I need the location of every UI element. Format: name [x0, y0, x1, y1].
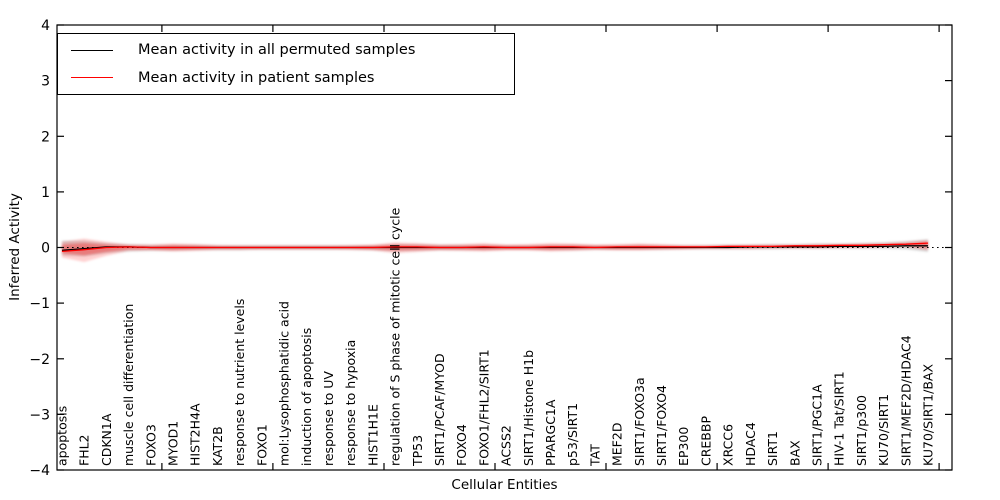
x-category-label: SIRT1/p300	[854, 395, 869, 466]
y-axis-label: Inferred Activity	[7, 193, 23, 301]
x-category-label: XRCC6	[721, 424, 736, 466]
x-category-label: induction of apoptosis	[299, 328, 314, 466]
x-category-label: TP53	[410, 435, 425, 467]
mean-line-patient	[61, 242, 929, 253]
legend-line-red	[71, 77, 113, 79]
x-category-label: KAT2B	[210, 426, 225, 466]
x-category-label: SIRT1/Histone H1b	[521, 350, 536, 466]
band-patient-envelope-inner	[62, 241, 928, 256]
legend-box: Mean activity in all permuted samples Me…	[57, 33, 515, 95]
legend-label-patient: Mean activity in patient samples	[138, 69, 375, 86]
x-category-label: PPARGC1A	[543, 399, 558, 466]
x-category-label: SIRT1/PCAF/MYOD	[432, 353, 447, 466]
x-category-label: CDKN1A	[99, 413, 114, 466]
y-tick-label: −4	[29, 463, 50, 479]
x-category-label: FOXO1/FHL2/SIRT1	[476, 349, 491, 466]
legend-label-permuted: Mean activity in all permuted samples	[138, 42, 416, 59]
legend-item-patient: Mean activity in patient samples	[58, 65, 514, 91]
y-tick-labels: 4 3 2 1 0 −1 −2 −3 −4	[29, 18, 50, 479]
x-category-label: SIRT1/FOXO4	[654, 385, 669, 466]
x-category-label: mol:Lysophosphatidic acid	[277, 301, 292, 466]
x-category-label: HIST2H4A	[188, 403, 203, 466]
x-category-label: FOXO1	[254, 424, 269, 466]
x-category-label: FOXO4	[454, 424, 469, 466]
x-category-label: SIRT1/FOXO3a	[632, 377, 647, 466]
legend-line-black	[71, 49, 113, 51]
x-category-label: apoptosis	[55, 406, 70, 466]
x-category-label: HDAC4	[743, 422, 758, 466]
x-category-label: EP300	[676, 427, 691, 466]
x-category-label: response to UV	[321, 371, 336, 466]
x-category-label: SIRT1/PGC1A	[810, 384, 825, 466]
x-category-label: SIRT1/MEF2D/HDAC4	[898, 335, 913, 466]
y-tick-label: 1	[41, 185, 50, 201]
y-tick-label: −1	[29, 296, 50, 312]
category-labels: apoptosis FHL2 CDKN1A muscle cell different…	[55, 207, 936, 467]
x-category-label: p53/SIRT1	[565, 403, 580, 466]
x-category-label: CREBBP	[698, 416, 713, 466]
x-category-label: FHL2	[77, 434, 92, 466]
x-category-label: FOXO3	[143, 424, 158, 466]
x-category-label: regulation of S phase of mitotic cell cy…	[388, 207, 403, 466]
y-tick-label: 3	[41, 74, 50, 90]
y-tick-label: 4	[41, 18, 50, 34]
x-category-label: BAX	[787, 440, 802, 466]
x-category-label: KU70/SIRT1	[876, 394, 891, 466]
x-category-label: HIV-1 Tat/SIRT1	[832, 371, 847, 466]
x-category-label: response to nutrient levels	[232, 299, 247, 466]
tick-marks	[57, 24, 952, 471]
x-category-label: response to hypoxia	[343, 340, 358, 466]
x-category-label: KU70/SIRT1/BAX	[921, 364, 936, 466]
x-category-label: muscle cell differentiation	[121, 304, 136, 466]
x-category-label: ACSS2	[499, 425, 514, 466]
x-category-label: MEF2D	[610, 423, 625, 466]
x-axis-label: Cellular Entities	[451, 477, 558, 493]
y-tick-label: −2	[29, 352, 50, 368]
band-patient-envelope-outer	[62, 238, 928, 262]
x-category-label: HIST1H1E	[365, 404, 380, 466]
x-category-label: TAT	[587, 444, 602, 467]
y-tick-label: 2	[41, 129, 50, 145]
legend-item-permuted: Mean activity in all permuted samples	[58, 37, 514, 63]
x-category-label: SIRT1	[765, 431, 780, 466]
y-tick-label: 0	[41, 241, 50, 257]
x-category-label: MYOD1	[166, 421, 181, 466]
y-tick-label: −3	[29, 407, 50, 423]
